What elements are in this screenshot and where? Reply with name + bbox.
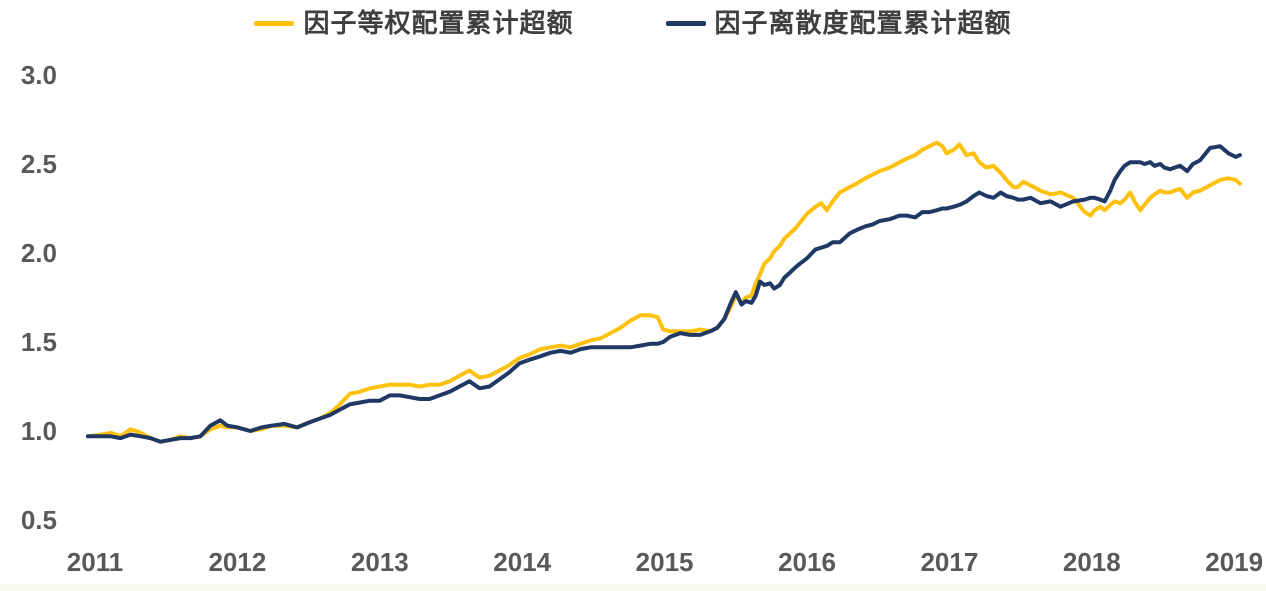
y-axis-tick-label: 1.0 [21, 416, 57, 446]
legend-label-dispersion: 因子离散度配置累计超额 [714, 8, 1012, 38]
legend-line-swatch-navy [665, 20, 706, 26]
x-axis-tick-label: 2017 [920, 547, 978, 577]
x-axis-tick-label: 2016 [778, 547, 836, 577]
y-axis-tick-label: 1.5 [21, 327, 57, 357]
legend-label-equal-weight: 因子等权配置累计超额 [303, 8, 574, 38]
y-axis-tick-label: 2.0 [21, 238, 57, 268]
series-line-equal-weight [85, 140, 1242, 444]
x-axis-tick-label: 2015 [636, 547, 694, 577]
legend-line-swatch-yellow [254, 20, 295, 26]
legend-item-dispersion: 因子离散度配置累计超额 [665, 8, 1012, 38]
bottom-accent-strip [0, 584, 1266, 591]
legend-item-equal-weight: 因子等权配置累计超额 [254, 10, 573, 36]
x-axis-tick-label: 2013 [351, 547, 409, 577]
x-axis-tick-label: 2014 [493, 547, 551, 577]
x-axis-tick-label: 2012 [208, 547, 266, 577]
x-axis-tick-label: 2019 [1205, 547, 1263, 577]
series-line-dispersion [85, 144, 1242, 444]
x-axis-tick-label: 2011 [67, 547, 123, 577]
y-axis-tick-label: 2.5 [21, 149, 57, 179]
y-axis-tick-label: 3.0 [21, 60, 57, 90]
x-axis-tick-label: 2018 [1063, 547, 1121, 577]
chart-legend: 因子等权配置累计超额 因子离散度配置累计超额 [0, 10, 1266, 36]
y-axis-tick-label: 0.5 [21, 505, 57, 535]
